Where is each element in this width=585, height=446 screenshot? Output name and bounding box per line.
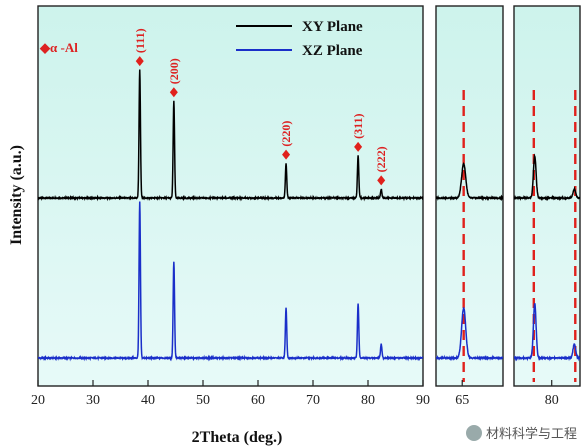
peak-label: (222) — [374, 146, 388, 172]
legend-label-xz: XZ Plane — [302, 43, 363, 59]
main-plot-area — [37, 5, 424, 387]
phase-legend: ◆α -Al — [39, 40, 78, 55]
peak-annotations: (111) (200) (220) (311) (222) — [133, 28, 388, 186]
series-traces — [38, 69, 580, 362]
x-tick-label: 30 — [86, 393, 100, 408]
watermark-text: 材料科学与工程 — [485, 427, 577, 442]
panels — [37, 5, 581, 387]
x-tick-label: 50 — [196, 393, 210, 408]
x-tick-label: 70 — [306, 393, 320, 408]
trace-xy-0 — [38, 69, 423, 202]
x-tick-label: 40 — [141, 393, 155, 408]
legend-label-xy: XY Plane — [302, 19, 363, 35]
peak-label: (111) — [133, 28, 147, 53]
x-tick-label: 90 — [416, 393, 430, 408]
peak-marker — [135, 56, 144, 67]
x-tick-label: 60 — [251, 393, 265, 408]
trace-xz-1 — [436, 307, 503, 362]
x-tick-label: 80 — [545, 393, 559, 408]
peak-marker — [169, 87, 178, 98]
x-tick-label: 65 — [455, 393, 469, 408]
trace-xy-2 — [514, 153, 580, 202]
peak-label: (200) — [167, 58, 181, 84]
watermark: 材料科学与工程 — [465, 423, 577, 442]
peak-marker — [282, 149, 291, 160]
peak-marker — [377, 175, 386, 186]
x-tick-label: 20 — [31, 393, 45, 408]
trace-xz-2 — [514, 303, 580, 362]
wechat-icon — [465, 424, 482, 441]
legend: XY Plane XZ Plane — [236, 19, 363, 59]
peak-marker — [354, 141, 363, 152]
peak-label: (220) — [279, 121, 293, 147]
peak-label: (311) — [351, 114, 365, 139]
trace-xz-0 — [38, 201, 423, 362]
x-tick-label: 80 — [361, 393, 375, 408]
axis-ticks: 20 30 40 50 60 70 80 90 65 80 — [31, 380, 559, 408]
x-axis-title: 2Theta (deg.) — [192, 429, 283, 446]
trace-xy-1 — [436, 162, 503, 202]
zoom-panel-80 — [513, 5, 581, 387]
y-axis-title: Intensity (a.u.) — [8, 145, 25, 245]
